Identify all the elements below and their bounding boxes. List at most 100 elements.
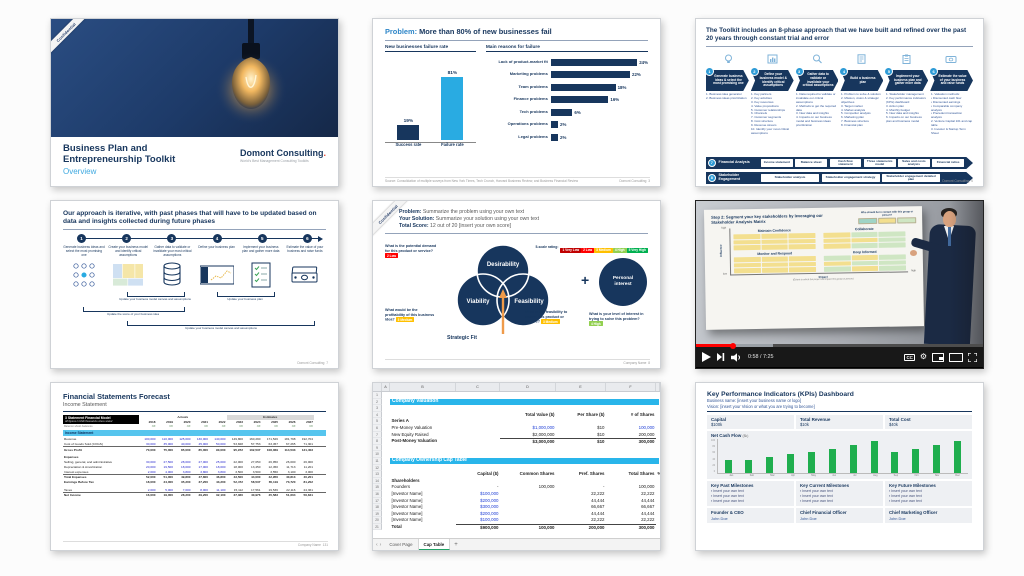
list-item: 2. Business ideas prioritization [706, 95, 747, 100]
column-letter[interactable]: B [390, 383, 456, 391]
row-number[interactable]: 18 [373, 504, 382, 511]
cell [606, 392, 656, 399]
list-item: 3. Target market [841, 103, 863, 108]
row-label: Revenue [64, 437, 77, 442]
theater-mode-button[interactable] [949, 352, 963, 362]
check-ok: OK [239, 424, 243, 428]
cell: $100,000 [480, 490, 499, 496]
timeline-labels: Generate business ideas and select the m… [63, 246, 326, 258]
reason-bar [550, 121, 558, 129]
officer-title: Founder & CEO [711, 510, 744, 516]
column-letter[interactable]: E [556, 383, 606, 391]
phase-items: 1. Valuation methods: • Discounted cash f… [931, 93, 973, 154]
cell [382, 451, 390, 458]
settings-gear-icon[interactable]: ⚙ [919, 352, 927, 361]
deliverable-box: Balance sheet [795, 159, 827, 167]
row-number[interactable]: 8 [373, 438, 382, 445]
captions-button[interactable]: CC [904, 353, 915, 361]
sheet-tab[interactable]: Cover Page [384, 539, 419, 550]
column-letter[interactable]: A [382, 383, 390, 391]
sheet-row: 4 Total Value ($) Per Share ($) # of Shares [373, 411, 660, 419]
row-number[interactable]: 6 [373, 424, 382, 432]
svg-text:Feasibility: Feasibility [514, 299, 544, 305]
sticky-note [733, 239, 761, 245]
row-number[interactable]: 4 [373, 411, 382, 419]
sticky-note [789, 255, 816, 262]
cell: 44,444 [591, 497, 605, 503]
cell [390, 465, 456, 472]
phase-chevron: Build a business plan 4 [839, 67, 884, 91]
add-sheet-button[interactable]: + [454, 541, 458, 548]
row-label: Earnings Before Tax [64, 480, 94, 485]
volume-button[interactable] [731, 352, 742, 362]
cell [656, 392, 660, 399]
row-number[interactable]: 3 [373, 405, 382, 412]
row-number[interactable]: 10 [373, 451, 382, 458]
cell-value: 42,950 [268, 475, 278, 480]
list-item: • Comparable company analysis [931, 103, 963, 112]
milestone-item: ▪ Insert your own text [800, 489, 833, 494]
reason-label: Operations problems [507, 121, 548, 127]
row-number[interactable]: 1 [373, 392, 382, 399]
progress-knob[interactable] [730, 342, 737, 349]
next-button[interactable] [717, 353, 725, 361]
cell-value: 3,800 [200, 469, 208, 474]
cell [456, 478, 500, 485]
month-label: May [811, 474, 816, 478]
column-letter[interactable] [656, 383, 660, 391]
failure-rate-chart: New businesses failure rate 19% Success r… [385, 45, 476, 147]
column-letter[interactable]: F [606, 383, 656, 391]
milestone-item: ▪ Insert your own text [711, 494, 744, 499]
row-number[interactable]: 13 [373, 471, 382, 478]
column-letter[interactable]: D [500, 383, 556, 391]
row-number[interactable]: 9 [373, 444, 382, 452]
interest-question: What is your level of interest in trying… [589, 312, 644, 327]
cashflow-bar [954, 441, 962, 474]
cell-value: 15,112 [233, 487, 243, 492]
sheet-tab[interactable]: Cap Table [418, 539, 451, 550]
table-row: Expenses [63, 455, 326, 460]
row-number[interactable]: 14 [373, 477, 382, 485]
fullscreen-button[interactable] [968, 352, 977, 362]
cell [556, 392, 606, 399]
row-number[interactable]: 5 [373, 418, 382, 425]
rating-chip: 4 High [589, 321, 603, 327]
cell [606, 418, 656, 425]
quadrant-notes [733, 255, 817, 274]
column-letter[interactable]: C [456, 383, 500, 391]
model-title-box: 3 Statement Financial Model All figures … [63, 415, 139, 425]
play-button[interactable] [702, 352, 711, 362]
list-item: 1. Valuation methods: [931, 93, 960, 96]
lightbulbs-grid-icon [63, 262, 105, 288]
rating-chip: 3 Medium [395, 317, 415, 323]
row-number[interactable]: 2 [373, 398, 382, 406]
row-number[interactable]: 20 [373, 517, 382, 524]
list-item: 1. Data required to validate or invalida… [796, 93, 836, 104]
matrix-quadrant: Collaborate [823, 227, 906, 249]
officer-card: Chief Marketing Officer John Doe [885, 508, 972, 523]
cell-value: 44,000 [251, 475, 261, 480]
deliverable-box: Stakeholder analysis [761, 174, 819, 182]
timeline-step-dot: 3 [167, 234, 177, 244]
row-number[interactable]: 21 [373, 523, 382, 531]
presentation-screen: Step 2: Segment your key stakeholders by… [703, 206, 925, 330]
profitability-question: What would be the profitability of this … [385, 308, 435, 323]
row-number[interactable]: 12 [373, 464, 382, 472]
cell: 44,444 [641, 510, 655, 516]
milestone-card: Key Current Milestones ▪ Insert your own … [796, 481, 883, 507]
row-number[interactable]: 17 [373, 497, 382, 505]
sticky-note [823, 243, 851, 249]
sheet-nav-arrows[interactable]: ‹ › [376, 541, 382, 548]
cell: $10 [597, 424, 605, 430]
cell: Common Shares [519, 471, 555, 477]
row-number[interactable]: 11 [373, 457, 382, 465]
row-number[interactable]: 7 [373, 431, 382, 439]
row-number[interactable]: 19 [373, 510, 382, 518]
row-number[interactable]: 16 [373, 490, 382, 498]
video-frame[interactable]: Step 2: Segment your key stakeholders by… [696, 201, 983, 344]
row-number[interactable]: 15 [373, 484, 382, 491]
quadrant-notes [823, 254, 907, 272]
sticky-note [879, 259, 906, 266]
miniplayer-button[interactable] [932, 352, 944, 362]
video-progress-bar[interactable] [696, 342, 983, 349]
